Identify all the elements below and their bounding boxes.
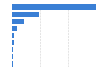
Bar (12, 33, 14, 38)
Bar (12, 26, 16, 31)
Bar (12, 19, 24, 24)
Bar (12, 4, 96, 10)
Bar (12, 12, 39, 17)
Bar (12, 40, 14, 45)
Bar (12, 61, 13, 67)
Bar (12, 54, 13, 59)
Bar (12, 47, 13, 52)
